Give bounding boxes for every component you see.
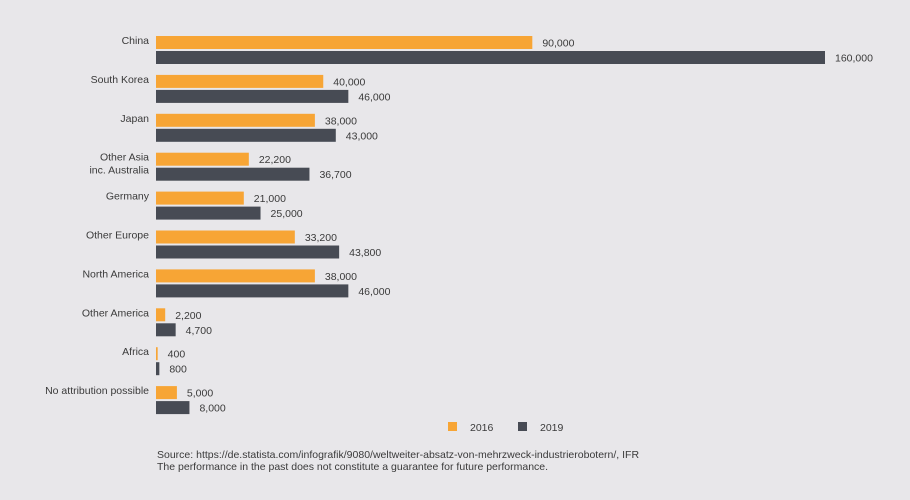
bar-2019-0: [156, 51, 825, 64]
bar-2019-8: [156, 362, 160, 376]
bar-2016-8: [156, 347, 158, 361]
value-labels: 90,000160,00040,00046,00038,00043,00022,…: [168, 38, 873, 415]
value-label-2019-4: 25,000: [271, 208, 303, 220]
bar-2016-2: [156, 113, 315, 127]
category-label: South Korea: [91, 74, 150, 86]
value-label-2019-7: 4,700: [186, 325, 212, 337]
value-label-2019-5: 43,800: [349, 247, 381, 259]
category-label: Other Asia inc. Australia: [89, 152, 149, 177]
category-label: Other Europe: [86, 230, 149, 242]
value-label-2016-6: 38,000: [325, 271, 357, 283]
value-label-2016-7: 2,200: [175, 310, 201, 322]
bar-2019-4: [156, 206, 261, 220]
value-label-2019-1: 46,000: [358, 91, 390, 103]
category-label: Germany: [106, 191, 150, 203]
bar-2016-3: [156, 152, 249, 166]
value-label-2019-6: 46,000: [358, 286, 390, 298]
bar-2016-5: [156, 230, 295, 244]
disclaimer-note: The performance in the past does not con…: [157, 461, 549, 473]
source-note: Source: https://de.statista.com/infograf…: [157, 449, 640, 461]
category-label: China: [122, 35, 150, 47]
value-label-2019-3: 36,700: [319, 169, 351, 181]
value-label-2019-9: 8,000: [199, 403, 225, 415]
value-label-2016-2: 38,000: [325, 115, 357, 127]
bars: [156, 36, 825, 415]
value-label-2016-5: 33,200: [305, 232, 337, 244]
bar-2016-7: [156, 308, 166, 322]
bar-2019-9: [156, 401, 190, 415]
bar-2016-6: [156, 269, 315, 283]
category-labels: China South Korea Japan Other Asia inc. Aust…: [45, 35, 150, 397]
category-label: Japan: [120, 113, 149, 125]
value-label-2019-8: 800: [169, 364, 187, 376]
value-label-2016-9: 5,000: [187, 388, 213, 400]
legend-label-2019: 2019: [540, 422, 564, 434]
value-label-2019-0: 160,000: [835, 53, 873, 65]
category-label: Africa: [122, 346, 149, 358]
value-label-2016-4: 21,000: [254, 193, 286, 205]
value-label-2016-0: 90,000: [542, 38, 574, 50]
bar-2019-5: [156, 245, 340, 259]
value-label-2016-3: 22,200: [259, 154, 291, 166]
value-label-2019-2: 43,000: [346, 130, 378, 142]
category-label: North America: [82, 268, 149, 280]
bar-2019-3: [156, 167, 310, 181]
bar-2016-4: [156, 191, 244, 205]
bar-2019-7: [156, 323, 176, 337]
legend-swatch-2016: [448, 422, 457, 431]
legend-label-2016: 2016: [470, 422, 494, 434]
value-label-2016-8: 400: [168, 349, 186, 361]
bar-2016-1: [156, 74, 324, 88]
value-label-2016-1: 40,000: [333, 76, 365, 88]
bar-2016-0: [156, 36, 533, 49]
legend-swatch-2019: [518, 422, 527, 431]
legend: 2016 2019: [448, 422, 564, 434]
category-label: Other America: [82, 307, 149, 319]
bar-2016-9: [156, 386, 177, 400]
category-label: No attribution possible: [45, 385, 149, 397]
bar-2019-1: [156, 89, 349, 103]
bar-2019-2: [156, 128, 336, 142]
bar-2019-6: [156, 284, 349, 298]
